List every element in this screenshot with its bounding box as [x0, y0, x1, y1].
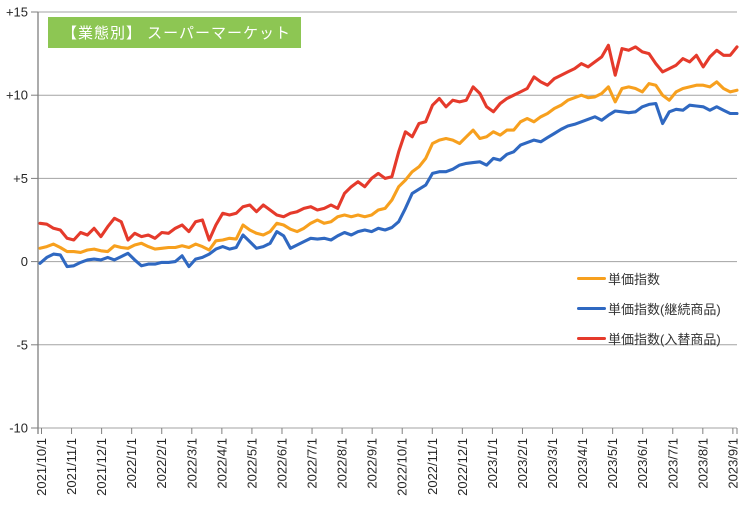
legend-label: 単価指数 — [608, 271, 661, 287]
x-axis-label: 2022/5/1 — [244, 438, 259, 489]
legend-item: 単価指数(継続商品) — [577, 298, 742, 318]
x-axis-label: 2023/6/1 — [635, 438, 650, 489]
x-axis-label: 2022/10/1 — [395, 438, 410, 496]
y-axis-label: +15 — [6, 5, 28, 20]
y-axis-label: +5 — [13, 171, 28, 186]
series-line-orange — [38, 80, 739, 254]
x-axis-label: 2022/6/1 — [274, 438, 289, 489]
series-line-blue — [38, 101, 739, 269]
x-axis-label: 2023/4/1 — [575, 438, 590, 489]
x-axis-label: 2022/11/1 — [425, 438, 440, 495]
y-axis-label: -5 — [16, 337, 28, 352]
series-line-red — [38, 43, 739, 242]
x-axis-label: 2022/3/1 — [184, 438, 199, 489]
legend-label: 単価指数(入替商品) — [608, 331, 721, 347]
y-axis-label: +10 — [6, 88, 28, 103]
legend-line-swatch-blue — [577, 306, 606, 310]
x-axis-label: 2022/8/1 — [335, 438, 350, 489]
x-axis-label: 2023/8/1 — [695, 438, 710, 489]
x-axis-label: 2021/10/1 — [34, 438, 49, 496]
x-axis-label: 2022/9/1 — [365, 438, 380, 489]
chart-title: 【業態別】 スーパーマーケット — [48, 17, 301, 48]
y-axis-label: -10 — [9, 421, 28, 436]
legend-line-swatch-orange — [577, 276, 606, 280]
legend-line-swatch-red — [577, 336, 606, 340]
chart-legend: 単価指数 単価指数(継続商品) 単価指数(入替商品) — [577, 268, 742, 358]
legend-item: 単価指数(入替商品) — [577, 328, 742, 348]
x-axis-label: 2023/1/1 — [485, 438, 500, 489]
legend-label: 単価指数(継続商品) — [608, 301, 721, 317]
x-axis-label: 2021/11/1 — [64, 438, 79, 495]
y-axis-label: 0 — [21, 254, 28, 269]
x-axis-label: 2023/7/1 — [665, 438, 680, 489]
x-axis-label: 2023/5/1 — [605, 438, 620, 489]
x-axis-label: 2021/12/1 — [94, 438, 109, 496]
x-axis-label: 2023/2/1 — [515, 438, 530, 489]
legend-item: 単価指数 — [577, 268, 742, 288]
x-axis-label: 2022/2/1 — [154, 438, 169, 489]
x-axis-label: 2022/12/1 — [455, 438, 470, 496]
x-axis-label: 2022/7/1 — [305, 438, 320, 489]
x-axis-label: 2022/4/1 — [214, 438, 229, 489]
x-axis-label: 2023/3/1 — [545, 438, 560, 489]
x-axis-label: 2022/1/1 — [124, 438, 139, 489]
x-axis-label: 2023/9/1 — [725, 438, 740, 489]
